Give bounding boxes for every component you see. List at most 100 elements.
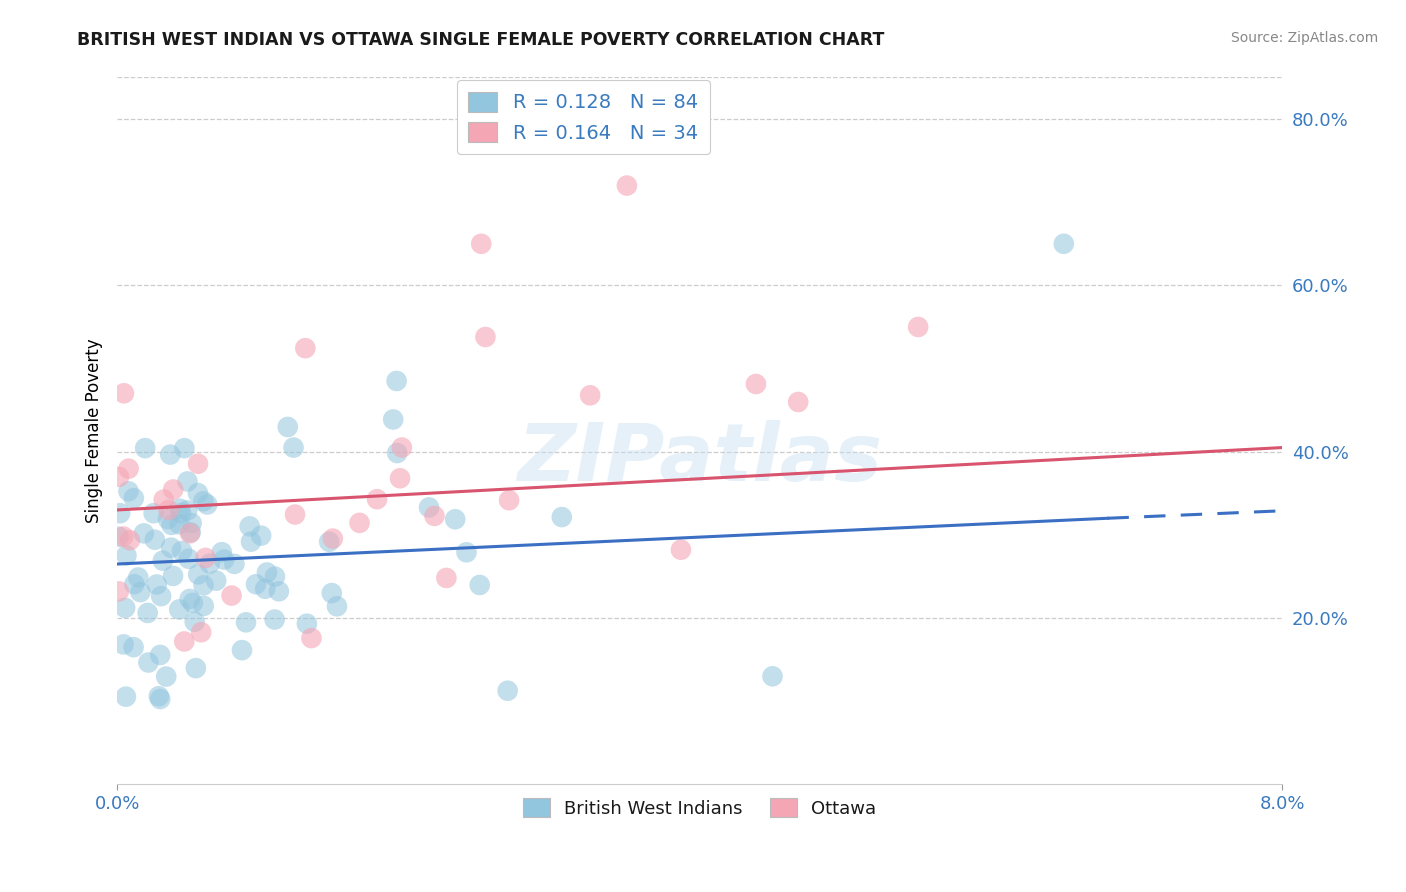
Point xyxy=(115,549,138,563)
Point xyxy=(193,578,215,592)
Point xyxy=(498,493,520,508)
Point xyxy=(134,441,156,455)
Point xyxy=(239,519,262,533)
Point xyxy=(152,554,174,568)
Point xyxy=(221,589,243,603)
Point xyxy=(149,648,172,662)
Point xyxy=(179,526,201,541)
Point xyxy=(157,503,180,517)
Point xyxy=(907,320,929,334)
Point xyxy=(326,599,349,614)
Point xyxy=(173,441,195,455)
Point xyxy=(254,582,277,596)
Point xyxy=(267,584,290,599)
Point xyxy=(160,517,183,532)
Point xyxy=(264,569,287,583)
Point xyxy=(127,570,149,584)
Point xyxy=(176,475,198,489)
Point xyxy=(231,643,253,657)
Point xyxy=(107,530,129,544)
Point xyxy=(190,625,212,640)
Point xyxy=(391,441,413,455)
Point xyxy=(138,656,160,670)
Point xyxy=(193,599,215,613)
Point xyxy=(118,533,141,548)
Point xyxy=(173,634,195,648)
Point xyxy=(170,506,193,520)
Point xyxy=(194,550,217,565)
Point xyxy=(205,574,228,588)
Point xyxy=(321,586,343,600)
Point xyxy=(787,395,810,409)
Point xyxy=(456,545,478,559)
Point xyxy=(179,591,201,606)
Point xyxy=(669,542,692,557)
Point xyxy=(284,508,307,522)
Point xyxy=(235,615,257,630)
Point xyxy=(193,494,215,508)
Text: Source: ZipAtlas.com: Source: ZipAtlas.com xyxy=(1230,31,1378,45)
Point xyxy=(117,461,139,475)
Legend: British West Indians, Ottawa: British West Indians, Ottawa xyxy=(516,791,884,825)
Point xyxy=(122,491,145,505)
Point xyxy=(146,577,169,591)
Point xyxy=(387,446,409,460)
Point xyxy=(162,569,184,583)
Point xyxy=(108,584,131,599)
Point xyxy=(211,545,233,559)
Point xyxy=(195,498,218,512)
Point xyxy=(745,376,768,391)
Point xyxy=(616,178,638,193)
Point xyxy=(579,388,602,402)
Point xyxy=(294,341,316,355)
Point xyxy=(187,567,209,582)
Point xyxy=(283,441,305,455)
Point xyxy=(112,386,135,401)
Point xyxy=(277,420,299,434)
Point xyxy=(444,512,467,526)
Y-axis label: Single Female Poverty: Single Female Poverty xyxy=(86,339,103,524)
Point xyxy=(108,470,131,484)
Point xyxy=(176,503,198,517)
Point xyxy=(1053,236,1076,251)
Point xyxy=(382,412,405,426)
Point xyxy=(318,534,340,549)
Point xyxy=(152,492,174,507)
Point xyxy=(177,551,200,566)
Point xyxy=(108,506,131,520)
Point xyxy=(149,692,172,706)
Point xyxy=(187,457,209,471)
Point xyxy=(112,637,135,651)
Point xyxy=(184,661,207,675)
Point xyxy=(143,533,166,547)
Point xyxy=(263,613,285,627)
Point xyxy=(245,577,267,591)
Point xyxy=(148,690,170,704)
Point xyxy=(156,512,179,526)
Point xyxy=(349,516,371,530)
Point xyxy=(136,606,159,620)
Point xyxy=(181,596,204,610)
Point xyxy=(115,690,138,704)
Point xyxy=(322,532,344,546)
Point xyxy=(132,526,155,541)
Point xyxy=(150,589,173,603)
Point xyxy=(142,506,165,520)
Point xyxy=(187,486,209,500)
Point xyxy=(180,516,202,531)
Point xyxy=(468,578,491,592)
Text: BRITISH WEST INDIAN VS OTTAWA SINGLE FEMALE POVERTY CORRELATION CHART: BRITISH WEST INDIAN VS OTTAWA SINGLE FEM… xyxy=(77,31,884,49)
Point xyxy=(295,616,318,631)
Point xyxy=(301,631,323,645)
Point xyxy=(160,541,183,555)
Point xyxy=(180,525,202,540)
Point xyxy=(112,529,135,543)
Point xyxy=(434,571,457,585)
Point xyxy=(389,471,412,485)
Point xyxy=(212,552,235,566)
Point xyxy=(155,669,177,683)
Point xyxy=(114,600,136,615)
Text: ZIPatlas: ZIPatlas xyxy=(517,420,882,499)
Point xyxy=(551,510,574,524)
Point xyxy=(250,528,273,542)
